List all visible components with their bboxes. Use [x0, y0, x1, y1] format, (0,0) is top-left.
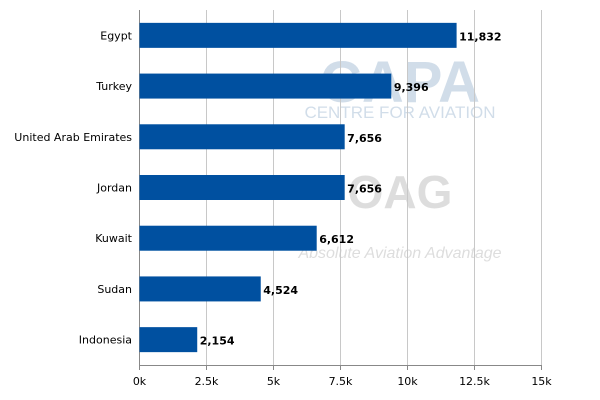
data-label: 4,524: [263, 284, 298, 297]
category-label: Jordan: [96, 182, 132, 195]
x-tick-label: 2.5k: [195, 375, 219, 388]
category-label: Turkey: [95, 80, 132, 93]
bar: [139, 327, 198, 353]
capa-watermark-tagline: CENTRE FOR AVIATION: [304, 103, 495, 122]
x-tick-label: 0k: [133, 375, 147, 388]
bar: [139, 225, 317, 251]
bar: [139, 124, 345, 150]
oag-watermark-tagline: Absolute Aviation Advantage: [297, 245, 501, 262]
category-label: Egypt: [100, 29, 132, 42]
oag-watermark-logo: OAG: [348, 166, 453, 218]
x-tick-label: 7.5k: [329, 375, 353, 388]
labels: 0k 2.5k 5k 7.5k 10k 12.5k 15k Egypt 11,832 Turkey…: [14, 29, 552, 388]
data-label: 9,396: [394, 81, 429, 94]
category-label: United Arab Emirates: [14, 131, 132, 144]
category-label: Kuwait: [95, 232, 132, 245]
bar: [139, 175, 345, 200]
category-label: Sudan: [97, 283, 132, 296]
bar: [139, 276, 261, 302]
category-label: Indonesia: [79, 334, 132, 347]
x-tick-label: 5k: [267, 375, 281, 388]
watermark-group: CAPA CENTRE FOR AVIATION OAG Absolute Av…: [297, 50, 501, 262]
x-tick-label: 15k: [531, 375, 552, 388]
data-label: 7,656: [347, 183, 382, 196]
x-tick-label: 12.5k: [459, 375, 490, 388]
bar: [139, 73, 392, 99]
data-label: 7,656: [347, 132, 382, 145]
data-label: 2,154: [200, 335, 235, 348]
bar: [139, 22, 457, 48]
data-label: 11,832: [459, 30, 501, 43]
bars: [139, 22, 457, 353]
x-tick-label: 10k: [397, 375, 418, 388]
data-label: 6,612: [319, 233, 354, 246]
